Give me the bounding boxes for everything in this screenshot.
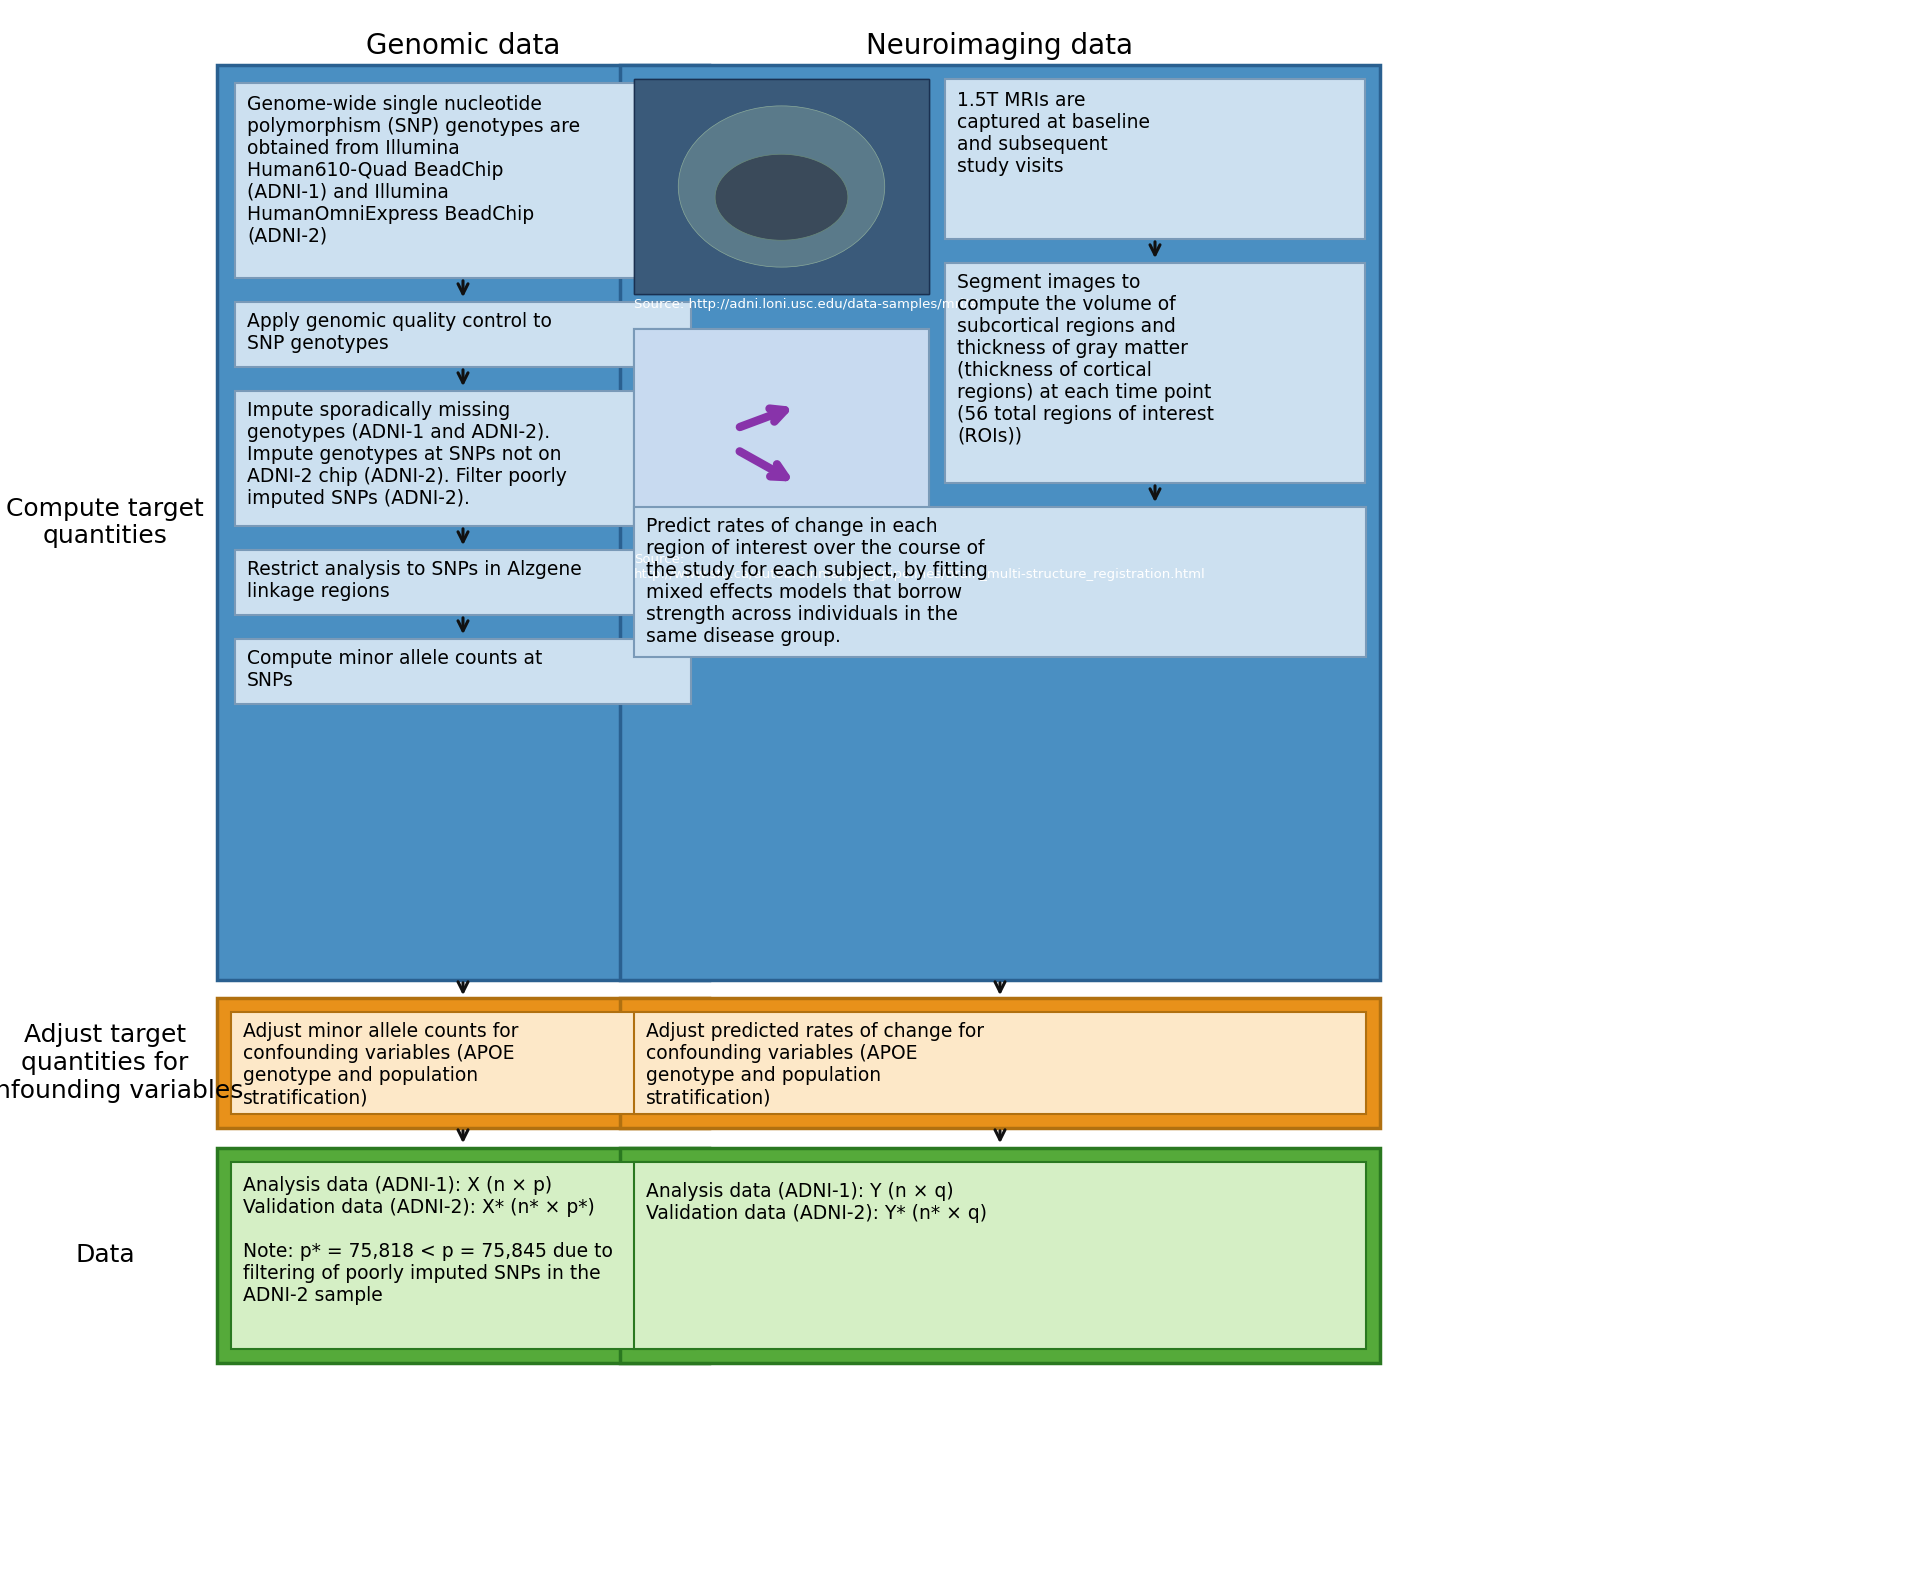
Bar [634, 1013, 1365, 1114]
Bar [634, 507, 1365, 657]
Text: Apply genomic quality control to
SNP genotypes: Apply genomic quality control to SNP gen… [248, 312, 551, 353]
Bar [634, 329, 929, 550]
Bar [217, 65, 708, 980]
Text: Adjust minor allele counts for
confounding variables (APOE
genotype and populati: Adjust minor allele counts for confoundi… [244, 1022, 518, 1107]
Bar [634, 79, 929, 295]
Bar [945, 79, 1365, 239]
Text: Segment images to
compute the volume of
subcortical regions and
thickness of gra: Segment images to compute the volume of … [956, 272, 1213, 446]
Text: Data: Data [75, 1244, 134, 1268]
Ellipse shape [678, 106, 885, 268]
Bar [234, 391, 691, 526]
Text: Genomic data: Genomic data [367, 32, 561, 60]
Bar [230, 1013, 695, 1114]
Text: Genome-wide single nucleotide
polymorphism (SNP) genotypes are
obtained from Ill: Genome-wide single nucleotide polymorphi… [248, 94, 580, 246]
Text: Adjust predicted rates of change for
confounding variables (APOE
genotype and po: Adjust predicted rates of change for con… [645, 1022, 985, 1107]
Bar [234, 302, 691, 367]
Text: Impute sporadically missing
genotypes (ADNI-1 and ADNI-2).
Impute genotypes at S: Impute sporadically missing genotypes (A… [248, 402, 566, 509]
Text: Analysis data (ADNI-1): Y (n × q)
Validation data (ADNI-2): Y* (n* × q): Analysis data (ADNI-1): Y (n × q) Valida… [645, 1181, 987, 1224]
Bar [234, 550, 691, 614]
Bar [234, 83, 691, 279]
Bar [634, 79, 929, 295]
Text: Adjust target
quantities for
confounding variables: Adjust target quantities for confounding… [0, 1024, 244, 1102]
Text: Predict rates of change in each
region of interest over the course of
the study : Predict rates of change in each region o… [645, 517, 989, 646]
Bar [620, 999, 1380, 1128]
Text: Analysis data (ADNI-1): X (n × p)
Validation data (ADNI-2): X* (n* × p*)

Note: : Analysis data (ADNI-1): X (n × p) Valida… [244, 1177, 612, 1306]
Text: 1.5T MRIs are
captured at baseline
and subsequent
study visits: 1.5T MRIs are captured at baseline and s… [956, 91, 1150, 176]
Bar [634, 329, 929, 550]
Bar [634, 1162, 1365, 1350]
Bar [234, 639, 691, 704]
Bar [945, 263, 1365, 484]
Bar [217, 999, 708, 1128]
Bar [620, 65, 1380, 980]
Text: Source:
http://www.sfu.ca/autobrainmapping/pipelines/brain_multi-structure_regis: Source: http://www.sfu.ca/autobrainmappi… [634, 553, 1206, 581]
Text: Compute minor allele counts at
SNPs: Compute minor allele counts at SNPs [248, 649, 541, 690]
Ellipse shape [714, 154, 849, 241]
Text: Neuroimaging data: Neuroimaging data [866, 32, 1133, 60]
Text: Restrict analysis to SNPs in Alzgene
linkage regions: Restrict analysis to SNPs in Alzgene lin… [248, 561, 582, 602]
Bar [217, 1148, 708, 1362]
Bar [230, 1162, 695, 1350]
Text: Source: http://adni.loni.usc.edu/data-samples/mri/#: Source: http://adni.loni.usc.edu/data-sa… [634, 298, 979, 310]
Bar [620, 1148, 1380, 1362]
Text: Compute target
quantities: Compute target quantities [6, 496, 204, 548]
